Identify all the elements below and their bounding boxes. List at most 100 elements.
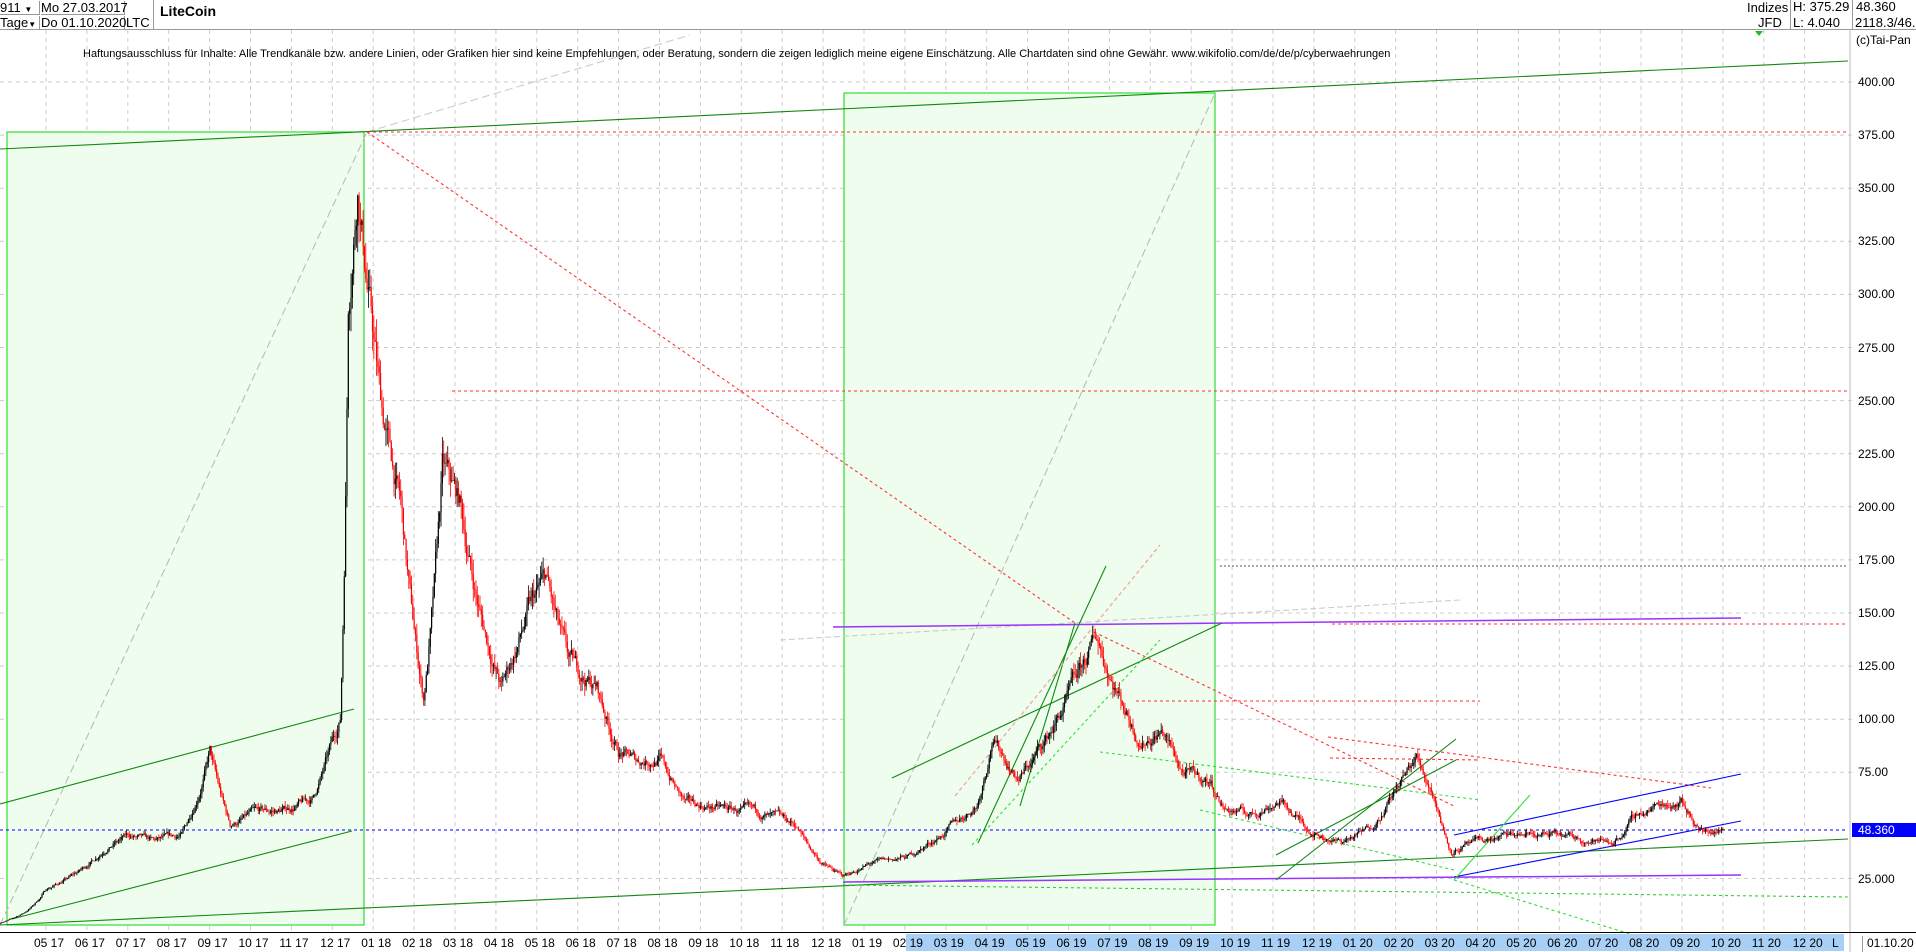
candle-body	[930, 842, 933, 845]
candle-body	[1398, 785, 1400, 788]
candle-body	[914, 854, 916, 856]
candle-body	[949, 822, 951, 825]
candle-body	[515, 652, 517, 659]
candle-body	[408, 569, 410, 577]
candle-body	[73, 873, 75, 875]
candle-body	[42, 892, 44, 895]
candle-body	[1563, 835, 1565, 837]
candle-body	[822, 863, 824, 865]
candle-body	[1309, 833, 1311, 835]
period-select[interactable]: Tage▼	[0, 16, 40, 30]
candle-body	[812, 850, 814, 853]
candle-body	[1356, 832, 1358, 836]
x-tick-label: 11 19	[1261, 936, 1291, 950]
candle-body	[1647, 810, 1649, 813]
candle-body	[1708, 832, 1711, 834]
candle-body	[1143, 743, 1145, 746]
candle-body	[459, 495, 461, 503]
candle-body	[1634, 813, 1637, 818]
candle-body	[355, 225, 357, 231]
candle-body	[1340, 840, 1342, 843]
candle-body	[296, 803, 298, 806]
candle-body	[1031, 759, 1033, 764]
candle-body	[1019, 775, 1021, 781]
candle-body	[1472, 839, 1474, 841]
candle-body	[1239, 806, 1242, 809]
candle-body	[707, 805, 710, 807]
candle-body	[1171, 744, 1173, 749]
date-to[interactable]: Do 01.10.2020	[41, 15, 127, 30]
candle-body	[311, 797, 313, 801]
candle-body	[1532, 833, 1534, 835]
candle-body	[1141, 743, 1143, 750]
candle-body	[929, 843, 931, 845]
bars-select[interactable]: 911 ▼	[0, 1, 40, 15]
candle-body	[734, 808, 736, 811]
candle-body	[1308, 830, 1310, 834]
candle-body	[1054, 722, 1056, 727]
candle-body	[1067, 686, 1070, 691]
candle-body	[928, 843, 930, 844]
x-tick-label: 01 19	[852, 936, 883, 950]
candle-body	[314, 794, 316, 796]
candle-body	[717, 803, 719, 806]
candle-body	[130, 836, 132, 838]
candle-body	[1452, 854, 1454, 856]
candle-body	[1573, 836, 1575, 839]
candle-body	[167, 832, 169, 835]
candle-body	[128, 834, 130, 838]
candle-body	[406, 559, 409, 570]
candle-body	[1046, 735, 1048, 739]
candle-body	[1612, 843, 1614, 846]
candle-body	[1465, 841, 1467, 844]
candle-body	[1010, 771, 1012, 773]
candle-body	[343, 576, 345, 630]
candle-body	[1092, 635, 1094, 640]
candle-body	[1207, 782, 1209, 784]
candle-body	[1382, 816, 1384, 817]
candle-body	[730, 805, 732, 810]
candle-body	[1104, 665, 1106, 668]
candle-body	[636, 760, 638, 761]
candle-body	[1109, 678, 1111, 680]
candle-body	[245, 813, 247, 816]
candle-body	[680, 792, 683, 796]
candle-body	[1184, 772, 1186, 776]
selected-range[interactable]	[906, 934, 1844, 951]
candle-body	[1583, 842, 1586, 844]
candle-body	[1358, 831, 1360, 833]
candle-body	[1118, 691, 1121, 693]
candle-body	[1608, 842, 1610, 844]
candle-body	[1551, 831, 1553, 833]
candle-body	[1217, 796, 1219, 798]
candle-body	[603, 706, 605, 712]
candle-body	[1681, 797, 1684, 804]
candle-body	[1493, 837, 1496, 841]
x-tick-label: 08 19	[1138, 936, 1169, 950]
candle-body	[1214, 792, 1216, 797]
candle-body	[1707, 831, 1709, 833]
candle-body	[920, 848, 922, 851]
candle-body	[1441, 823, 1443, 826]
candle-body	[1175, 755, 1177, 761]
candle-body	[789, 821, 791, 823]
candle-body	[140, 833, 142, 836]
candle-body	[932, 842, 934, 844]
candle-body	[221, 793, 223, 797]
candle-body	[835, 870, 837, 872]
date-from[interactable]: Mo 27.03.2017	[41, 0, 128, 15]
candle-body	[1665, 804, 1668, 806]
candle-body	[1503, 831, 1505, 833]
y-tick-label: 250.00	[1858, 393, 1895, 408]
candle-body	[1152, 738, 1154, 744]
candle-body	[218, 782, 220, 787]
candle-body	[1637, 814, 1639, 816]
candle-body	[813, 852, 816, 855]
candle-body	[1246, 815, 1248, 816]
candle-body	[1191, 766, 1193, 768]
candle-body	[249, 808, 251, 812]
candle-body	[1491, 839, 1493, 841]
candle-body	[1449, 847, 1451, 850]
candle-body	[785, 818, 787, 822]
